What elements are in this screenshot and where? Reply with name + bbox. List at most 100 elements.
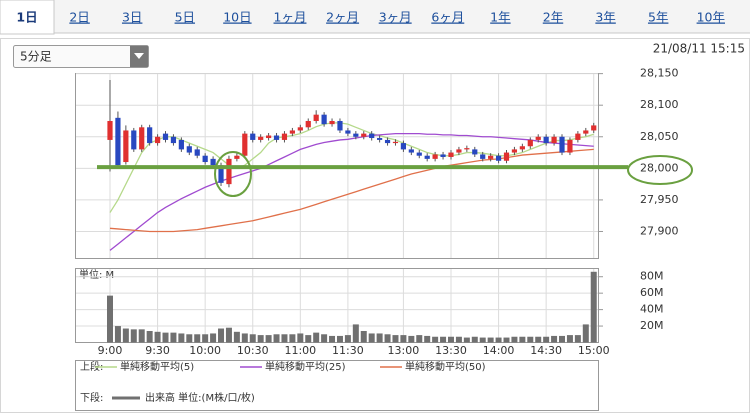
candle-body: [392, 141, 399, 144]
volume-bar: [344, 335, 351, 343]
candle-body: [495, 155, 502, 161]
candle-body: [377, 138, 383, 140]
candle-body: [511, 149, 518, 153]
volume-bar: [447, 336, 454, 343]
candle-body: [178, 139, 184, 150]
volume-bar: [202, 334, 209, 343]
y-tick-label: 80M: [640, 270, 664, 283]
tab[interactable]: 1年: [490, 10, 510, 25]
candle-body: [234, 155, 240, 159]
candle-body: [559, 136, 565, 153]
volume-bar: [218, 328, 225, 343]
select-box[interactable]: [13, 45, 149, 68]
volume-bar: [582, 324, 589, 343]
x-tick-label: 13:30: [435, 344, 467, 357]
volume-bar: [273, 334, 280, 343]
candle-body: [250, 133, 256, 140]
candle-body: [289, 130, 295, 134]
tab[interactable]: 3ヶ月: [379, 10, 412, 25]
legend-label: 単純移動平均(50): [405, 360, 486, 373]
active-tab[interactable]: [0, 0, 55, 35]
candle-body: [226, 158, 232, 185]
candle-body: [170, 136, 177, 144]
y-tick-label: 40M: [640, 303, 664, 316]
tab[interactable]: 1ヶ月: [274, 10, 307, 25]
candle-body: [210, 158, 216, 166]
candle-body: [281, 133, 288, 140]
candle-body: [218, 165, 224, 183]
tab[interactable]: 2日: [69, 10, 89, 25]
interval-select[interactable]: 5分足: [13, 45, 149, 68]
tab[interactable]: 1日: [16, 10, 37, 25]
volume-bar: [408, 335, 415, 343]
candle-body: [583, 130, 589, 134]
select-label[interactable]: 5分足: [20, 50, 52, 64]
ma-line: [109, 122, 594, 213]
volume-bar: [487, 337, 494, 343]
x-tick-label: 14:30: [530, 344, 562, 357]
timestamp: 21/08/11 15:15: [653, 42, 745, 56]
tab[interactable]: 5年: [648, 10, 668, 25]
tab[interactable]: 3年: [595, 10, 615, 25]
legend-lower-label: 下段:: [80, 391, 103, 404]
volume-bar: [440, 336, 447, 343]
x-tick-label: 11:30: [332, 344, 364, 357]
candle-body: [488, 155, 494, 159]
candle-body: [408, 149, 414, 153]
tab[interactable]: 5日: [175, 10, 195, 25]
ma-line: [109, 132, 594, 251]
volume-bar: [313, 332, 320, 343]
volume-bar: [321, 334, 328, 343]
candle-body: [194, 149, 200, 156]
candle-body: [535, 136, 541, 140]
candle-body: [242, 133, 248, 156]
candle-body: [115, 117, 121, 166]
volume-bar: [527, 336, 534, 343]
volume-bar: [289, 334, 296, 343]
y-tick-label: 28,150: [640, 67, 679, 80]
highlight-circle: [214, 151, 252, 197]
volume-bar: [471, 336, 478, 343]
candle-body: [186, 146, 192, 153]
candle-body: [440, 154, 446, 157]
x-tick-label: 13:00: [388, 344, 420, 357]
volume-bar: [122, 328, 129, 343]
y-tick-label: 28,000: [640, 161, 679, 174]
candle-body: [154, 136, 161, 144]
volume-bar: [376, 333, 383, 343]
candle-body: [361, 133, 367, 137]
volume-bar: [281, 334, 288, 343]
volume-bar: [249, 334, 256, 343]
volume-bar: [368, 333, 375, 343]
tab[interactable]: 10日: [223, 10, 251, 25]
volume-bar: [360, 330, 367, 343]
tab[interactable]: 3日: [122, 10, 142, 25]
tab[interactable]: 10年: [697, 10, 725, 25]
highlight-circle: [627, 155, 693, 185]
ma-line: [109, 148, 594, 233]
volume-bar: [495, 337, 502, 343]
x-tick-label: 15:00: [578, 344, 610, 357]
candle-body: [416, 152, 422, 156]
tab[interactable]: 2ヶ月: [326, 10, 359, 25]
volume-bar: [194, 334, 201, 343]
tab[interactable]: 2年: [543, 10, 563, 25]
x-tick-label: 10:30: [237, 344, 269, 357]
candle-body: [273, 135, 280, 140]
volume-bar: [170, 332, 177, 343]
volume-bar: [297, 333, 304, 343]
tab[interactable]: 6ヶ月: [431, 10, 464, 25]
volume-bar: [416, 335, 423, 343]
candle-body: [591, 125, 597, 131]
tab-bar: [0, 0, 750, 33]
volume-bar: [392, 335, 399, 343]
candle-body: [313, 114, 319, 121]
candle-body: [139, 127, 145, 150]
volume-bar: [535, 336, 542, 343]
x-tick-label: 9:00: [98, 344, 123, 357]
volume-bar: [352, 324, 359, 343]
volume-bar: [543, 336, 550, 343]
volume-bar: [511, 336, 518, 343]
volume-bar: [257, 335, 264, 343]
volume-bar: [114, 326, 121, 343]
